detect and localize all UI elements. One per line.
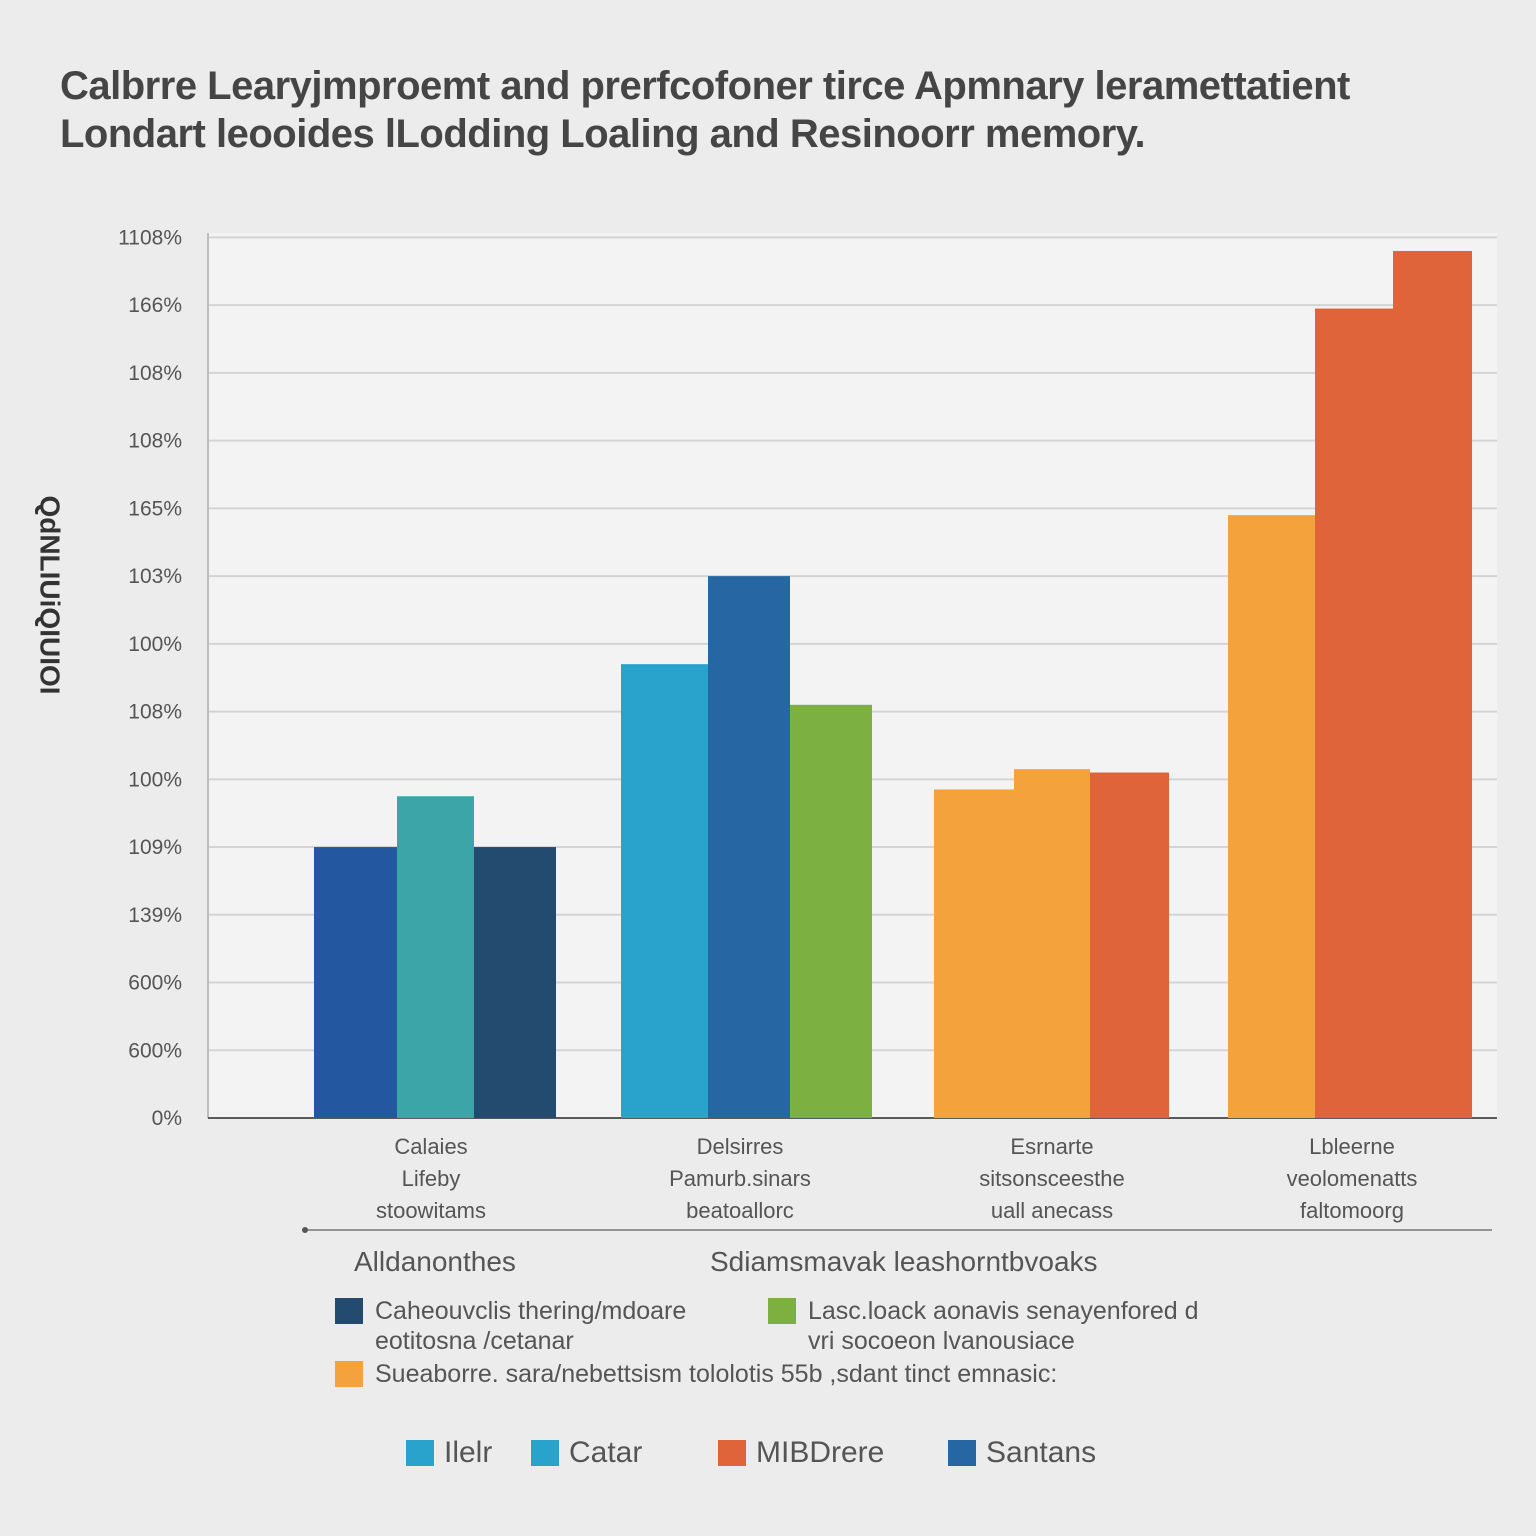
- legend-swatch-1: [335, 1298, 363, 1324]
- x-category-label: uall anecass: [991, 1198, 1113, 1223]
- bottom-legend-label-2: Catar: [569, 1436, 643, 1469]
- bar: [934, 789, 1014, 1118]
- group-heading-left: Alldanonthes: [354, 1246, 516, 1277]
- x-category-label: sitsonsceesthe: [979, 1166, 1125, 1191]
- legend-row-3: Sueaborre. sara/nebettsism tololotis 55b…: [335, 1359, 1057, 1389]
- y-tick-label: 600%: [128, 972, 182, 995]
- x-category-label: Lifeby: [402, 1166, 461, 1191]
- bar: [1014, 769, 1090, 1118]
- bottom-legend-swatch-4: [948, 1440, 976, 1466]
- x-category-label: Delsirres: [697, 1134, 784, 1159]
- y-tick-label: 1108%: [118, 226, 182, 249]
- bar: [314, 847, 397, 1118]
- x-category-label: beatoallorc: [686, 1198, 794, 1223]
- bottom-legend-item-3: MIBDrere: [718, 1436, 884, 1470]
- bottom-legend-label-4: Santans: [986, 1436, 1097, 1469]
- y-tick-label: 108%: [128, 362, 182, 385]
- y-tick-label: 165%: [128, 497, 182, 520]
- bottom-legend-item-1: Ilelr: [406, 1436, 492, 1470]
- x-category-label: Pamurb.sinars: [669, 1166, 811, 1191]
- group-heading-right: Sdiamsmavak leashorntbvoaks: [710, 1246, 1098, 1277]
- y-tick-label: 108%: [128, 430, 182, 453]
- bar: [790, 704, 872, 1118]
- y-tick-label: 103%: [128, 565, 182, 588]
- x-category-label: stoowitams: [376, 1198, 486, 1223]
- y-tick-label: 109%: [128, 836, 182, 859]
- y-tick-label: 0%: [152, 1107, 182, 1130]
- title-line-1: Calbrre Learyjmproemt and prerfcofoner t…: [60, 64, 1350, 108]
- x-category-label: Esrnarte: [1010, 1134, 1093, 1159]
- legend-row-2: Lasc.loack aonavis senayenfored d vri so…: [768, 1296, 1199, 1356]
- bar-chart: 0% 600% 600% 139% 109% 100% 108% 100% 103% 165% 10…: [118, 226, 1497, 1233]
- x-category-label: faltomoorg: [1300, 1198, 1404, 1223]
- bottom-legend-swatch-2: [531, 1440, 559, 1466]
- bottom-legend-item-4: Santans: [948, 1436, 1096, 1470]
- chart-title: Calbrre Learyjmproemt and prerfcofoner t…: [60, 62, 1480, 158]
- y-tick-label: 166%: [128, 294, 182, 317]
- legend-row-1-line-1: Caheouvclis thering/mdoare: [375, 1297, 687, 1325]
- bottom-legend-swatch-3: [718, 1440, 746, 1466]
- y-tick-label: 100%: [128, 633, 182, 656]
- bottom-legend-label-1: Ilelr: [444, 1436, 493, 1469]
- bar: [1228, 515, 1315, 1118]
- bar: [474, 847, 556, 1118]
- x-category-label: Calaies: [394, 1134, 467, 1159]
- legend-row-1: Caheouvclis thering/mdoare eotitosna /ce…: [335, 1296, 686, 1356]
- bottom-legend-label-3: MIBDrere: [756, 1436, 885, 1469]
- bar: [1090, 772, 1169, 1118]
- legend-swatch-3: [335, 1361, 363, 1387]
- y-tick-label: 100%: [128, 768, 182, 791]
- bottom-legend: Ilelr Catar MIBDrere Santans: [0, 1436, 1536, 1476]
- legend-swatch-2: [768, 1298, 796, 1324]
- y-tick-label: 108%: [128, 701, 182, 724]
- bar: [708, 576, 790, 1118]
- y-tick-label: 139%: [128, 904, 182, 927]
- x-category-label: Lbleerne: [1309, 1134, 1395, 1159]
- bar: [397, 796, 474, 1118]
- legend-row-2-line-1: Lasc.loack aonavis senayenfored d: [808, 1297, 1199, 1325]
- bottom-legend-swatch-1: [406, 1440, 434, 1466]
- legend-row-1-line-2: eotitosna /cetanar: [375, 1327, 574, 1355]
- title-line-2: Londart leooides lLodding Loaling and Re…: [60, 112, 1146, 156]
- legend-row-2-line-2: vri socoeon lvanousiace: [808, 1327, 1075, 1355]
- bottom-legend-item-2: Catar: [531, 1436, 642, 1470]
- y-tick-label: 600%: [128, 1039, 182, 1062]
- bar: [1315, 308, 1393, 1119]
- bar: [621, 664, 708, 1118]
- legend-row-3-line-1: Sueaborre. sara/nebettsism tololotis 55b…: [375, 1360, 1058, 1388]
- separator-dot: [302, 1227, 308, 1233]
- bar: [1393, 250, 1472, 1119]
- x-category-label: veolomenatts: [1287, 1166, 1418, 1191]
